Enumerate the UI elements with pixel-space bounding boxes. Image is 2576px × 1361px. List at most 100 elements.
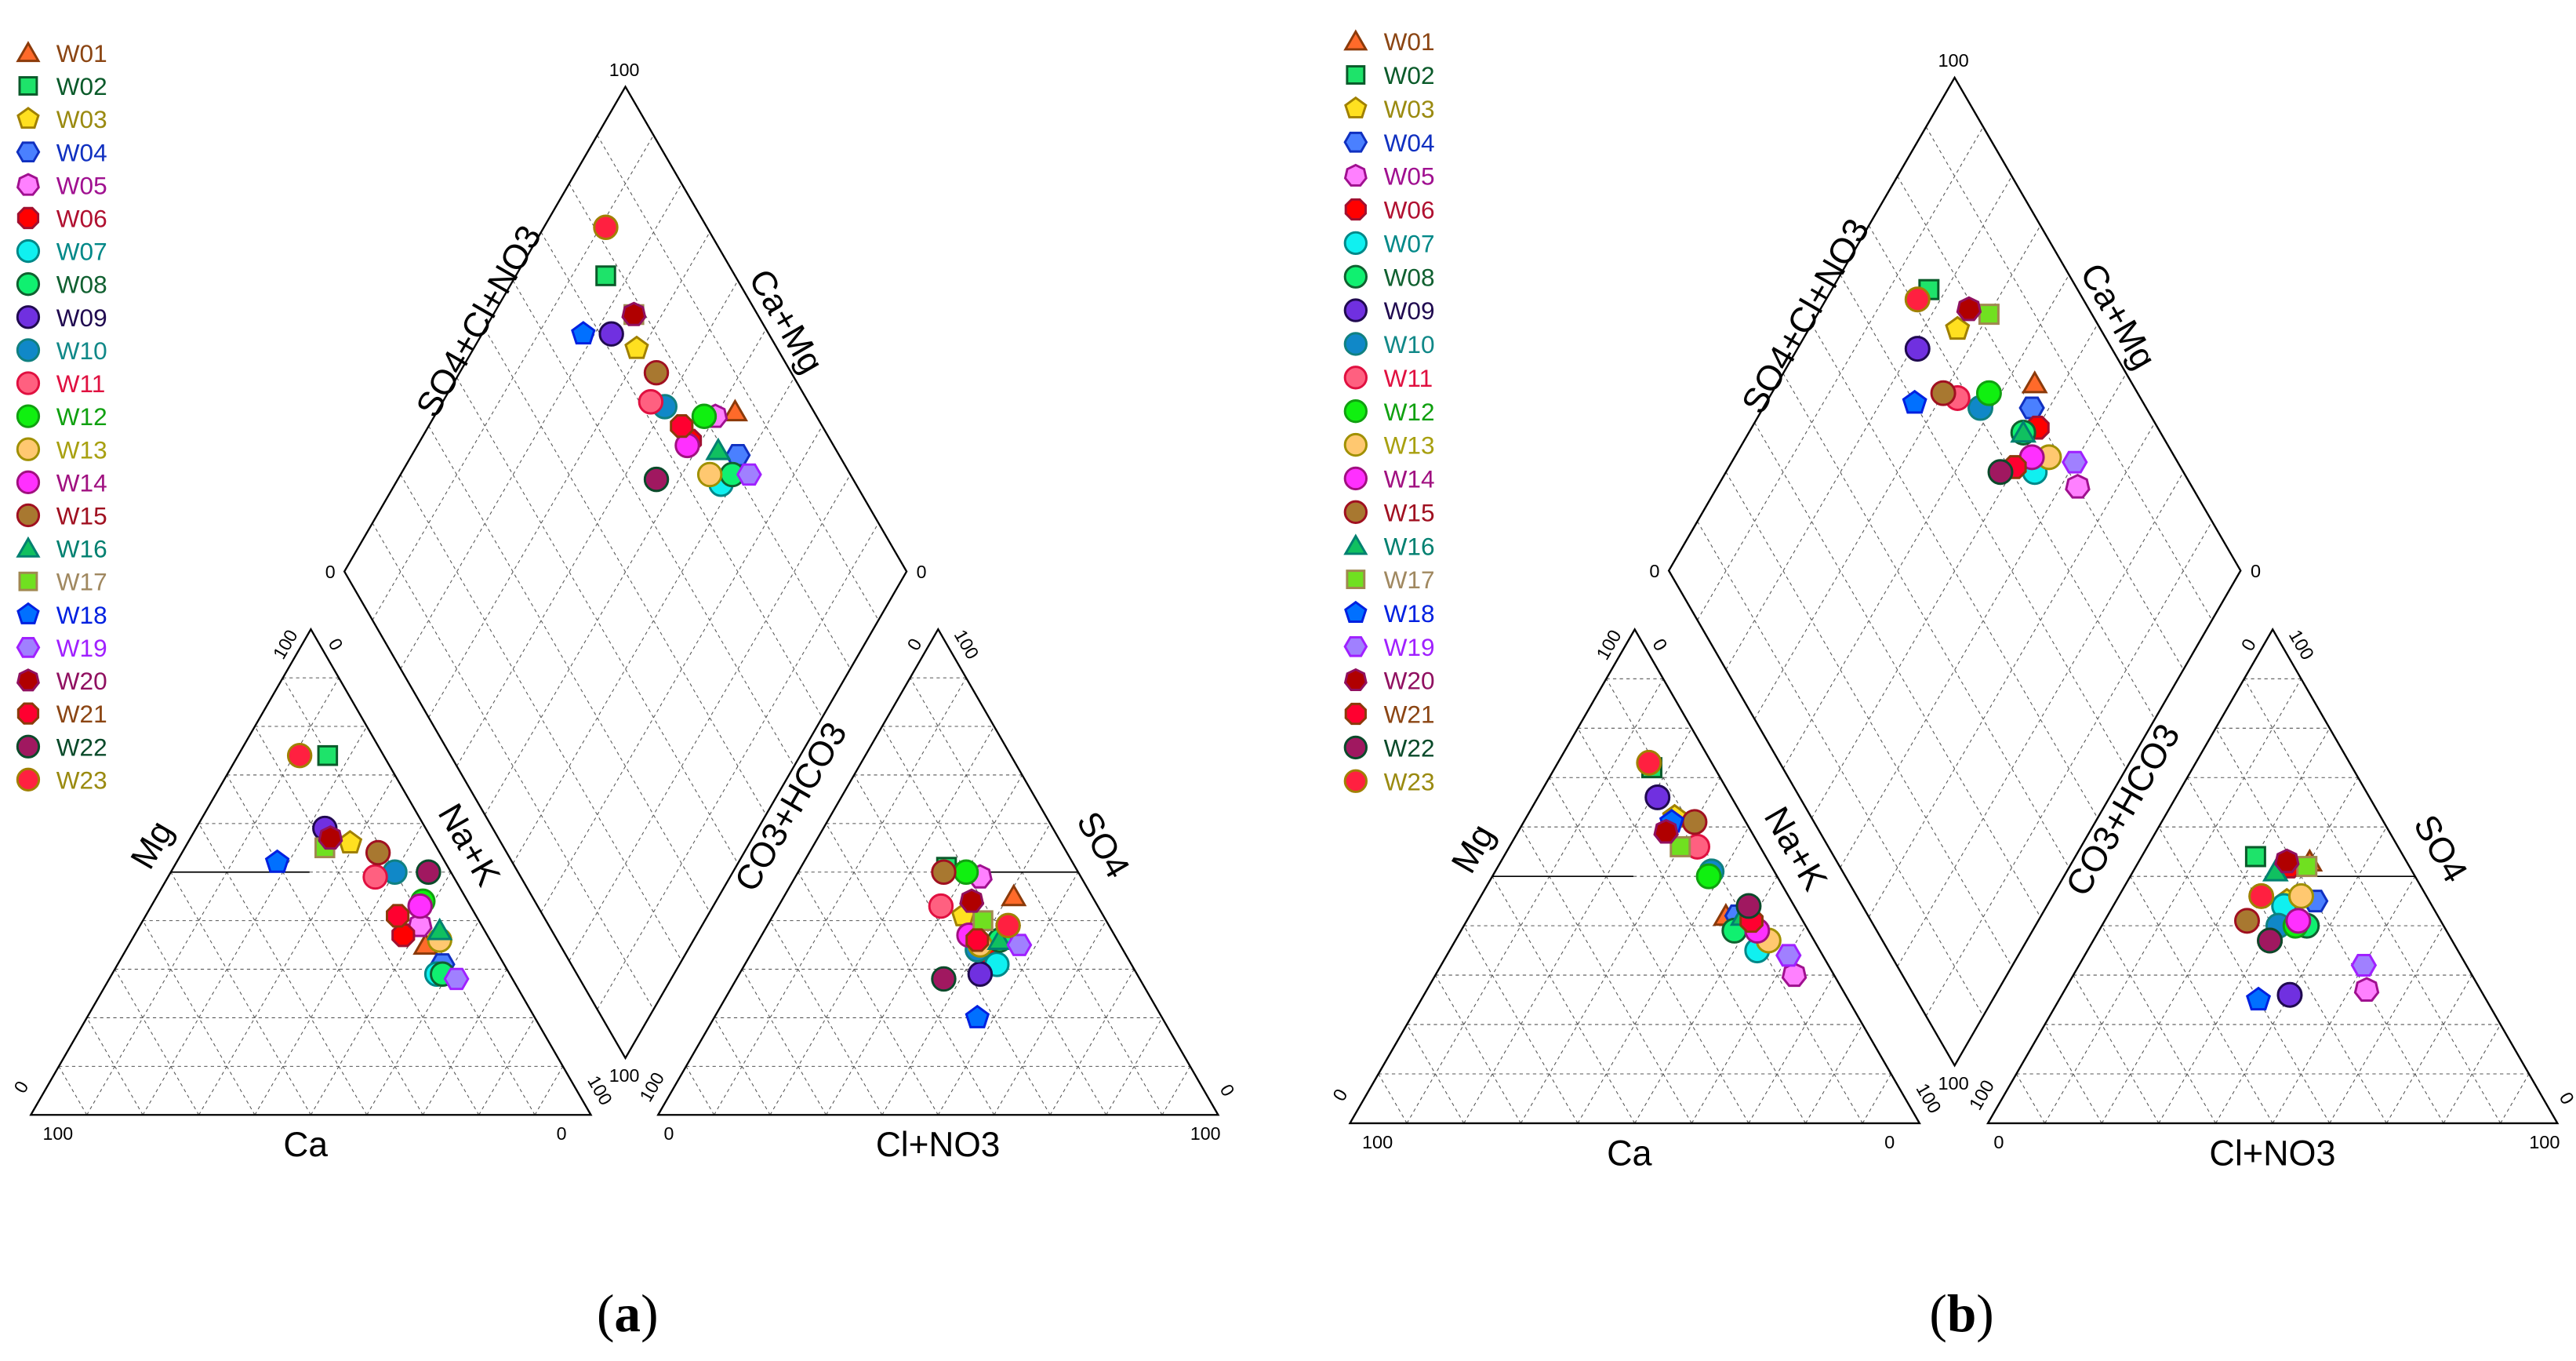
legend-label: W22 [1384, 733, 1435, 762]
anion-triangle-gridline [2073, 974, 2160, 1124]
legend-marker-circle-icon [16, 371, 41, 395]
diamond-point-w03 [624, 335, 649, 359]
legend-marker-square-icon [18, 76, 38, 96]
tick-label: 0 [557, 1123, 567, 1144]
tick-label: 0 [1884, 1132, 1895, 1152]
legend-marker-circle-icon [16, 470, 41, 494]
cation-triangle-gridline [478, 1017, 536, 1115]
legend-marker-circle-icon [1343, 735, 1368, 760]
diamond-point-w15 [643, 359, 670, 386]
diamond-point-w22 [1987, 459, 2014, 486]
legend-item-w14: W14 [1343, 465, 1435, 493]
diamond-point-w23 [1904, 286, 1931, 313]
diamond-gridline [456, 377, 739, 864]
cation-point-w15 [365, 839, 391, 866]
anion-triangle-gridline [2186, 777, 2387, 1124]
cation-triangle-gridline [114, 969, 200, 1115]
legend-marker-pentagon-icon [16, 602, 40, 624]
legend-item-w18: W18 [16, 601, 107, 629]
legend-label: W20 [56, 667, 107, 695]
cation-triangle-gridline [58, 1066, 88, 1115]
legend-item-w13: W13 [16, 435, 107, 464]
legend-label: W16 [1384, 532, 1435, 560]
legend-marker-circle-icon [1343, 466, 1368, 491]
diamond-gridline [456, 280, 739, 766]
legend-label: W03 [56, 105, 107, 133]
anion-point-w20 [2274, 848, 2300, 874]
tick-label: 100 [1593, 626, 1626, 663]
legend-label: W21 [56, 700, 107, 728]
diamond-point-w19 [736, 463, 762, 486]
diamond-gridline [540, 425, 823, 913]
tick-label: 0 [325, 562, 336, 582]
anion-triangle-gridline [1049, 969, 1135, 1115]
diamond-gridline [400, 474, 682, 962]
legend-label: W21 [1384, 701, 1435, 729]
anion-triangle-gridline [910, 677, 1163, 1115]
cation-point-w02 [317, 744, 339, 766]
anion-triangle-gridline [2130, 875, 2273, 1124]
cation-point-w14 [407, 893, 433, 919]
legend-marker-circle-icon [16, 404, 41, 428]
cation-triangle-gridline [1406, 679, 1664, 1124]
legend-item-w17: W17 [1346, 566, 1435, 594]
tick-label: 100 [1190, 1123, 1221, 1144]
legend-label: W18 [1384, 599, 1435, 628]
legend-label: W14 [56, 468, 107, 497]
axis-label-so4: SO4 [2406, 808, 2476, 889]
tick-label: 0 [2556, 1089, 2576, 1108]
legend-marker-octagon-icon [16, 206, 40, 230]
legend-marker-circle-icon [16, 305, 41, 329]
legend-item-w18: W18 [1344, 599, 1435, 628]
tick-label: 0 [2237, 635, 2260, 654]
axis-label-nak: Na+K [431, 797, 507, 892]
cation-point-w23 [286, 742, 313, 769]
legend-marker-circle-icon [16, 767, 41, 791]
cation-point-w15 [1681, 809, 1708, 835]
legend-item-w11: W11 [1343, 364, 1433, 392]
tick-label: 0 [9, 1078, 32, 1097]
diamond-point-w09 [1904, 336, 1931, 362]
cation-point-w19 [1775, 944, 1802, 967]
anion-triangle-gridline [2443, 1024, 2502, 1124]
tick-label: 0 [1993, 1132, 2004, 1152]
diamond-gridline [1725, 471, 2013, 967]
anion-triangle-gridline [1106, 1017, 1163, 1115]
legend-label: W08 [1384, 263, 1435, 291]
anion-point-w17 [2296, 856, 2318, 878]
cation-point-w21 [386, 904, 410, 928]
cation-triangle-gridline [170, 872, 311, 1115]
tick-label: 100 [1965, 1076, 1998, 1113]
tick-label: 0 [325, 635, 347, 653]
axis-label-mg: Mg [1443, 817, 1502, 880]
diamond-outline [343, 85, 908, 1061]
legend-item-w23: W23 [16, 766, 107, 794]
legend-label: W11 [56, 369, 106, 398]
diamond-gridline [484, 329, 767, 815]
diamond-point-w18 [1902, 389, 1927, 414]
tick-label: 100 [2529, 1132, 2560, 1152]
diamond-point-w20 [621, 301, 647, 326]
cation-point-w20 [318, 825, 343, 850]
legend-marker-octagon-icon [1344, 198, 1367, 221]
tick-label: 100 [635, 1068, 668, 1104]
cation-triangle-gridline [1577, 728, 1807, 1124]
legend-item-w09: W09 [16, 304, 107, 332]
diamond-gridline [569, 474, 851, 962]
legend-marker-circle-icon [1343, 264, 1368, 289]
anion-point-w23 [995, 912, 1021, 939]
diamond-point-w20 [1956, 296, 1982, 322]
tick-label: 0 [1648, 635, 1671, 654]
data-points [1636, 278, 2380, 1011]
legend-marker-hexagon-icon [16, 141, 41, 163]
legend-label: W23 [56, 766, 107, 794]
legend-label: W19 [1384, 633, 1435, 661]
legend-label: W15 [1384, 498, 1435, 526]
anion-triangle-gridline [769, 726, 995, 1115]
diamond-gridline [597, 522, 879, 1010]
legend-label: W10 [56, 337, 107, 365]
anion-triangle-gridline [714, 1017, 771, 1115]
legend-marker-circle-icon [16, 734, 41, 759]
legend-marker-circle-icon [1343, 500, 1368, 524]
anion-triangle-gridline [2244, 679, 2502, 1124]
